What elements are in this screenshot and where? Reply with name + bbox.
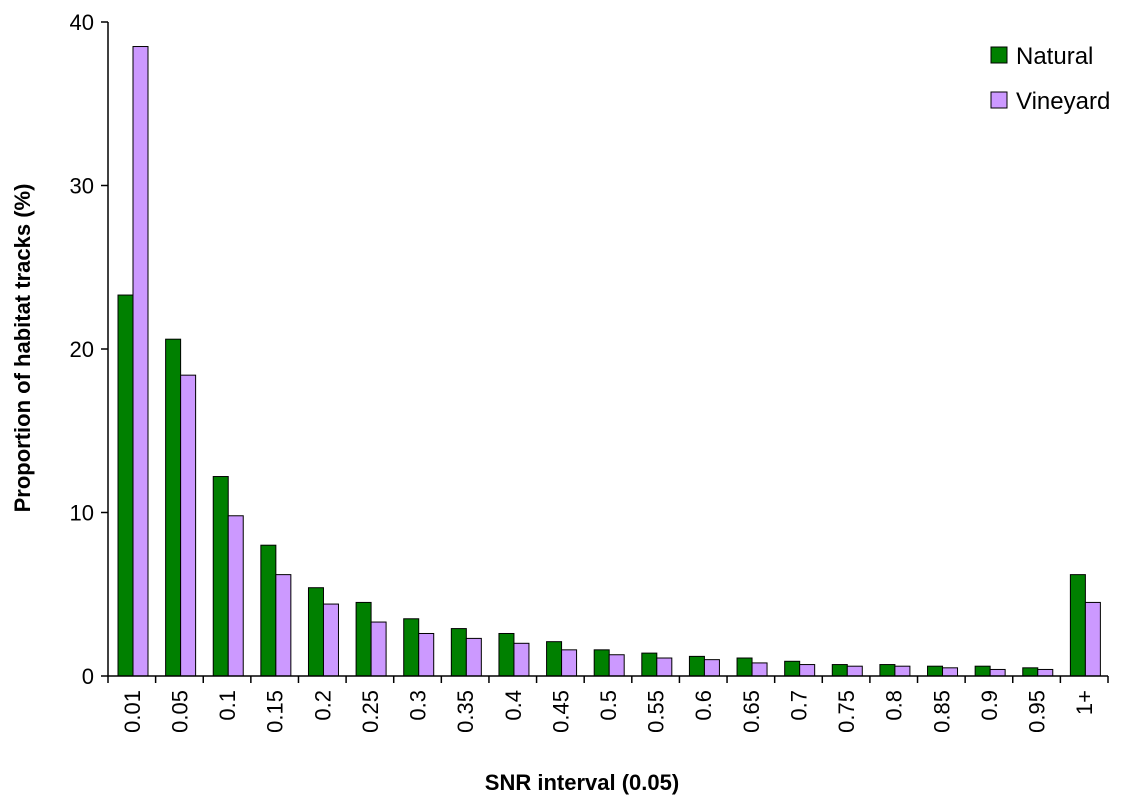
x-tick-label-14: 0.7 [786,690,811,721]
legend-label-vineyard: Vineyard [1016,88,1110,115]
bar-vineyard-10 [608,654,625,677]
legend-swatch-natural [990,46,1008,64]
bar-natural-1 [165,338,182,677]
x-tick-label-3: 0.15 [263,690,288,733]
x-axis-title: SNR interval (0.05) [485,770,679,795]
legend-label-natural: Natural [1016,43,1093,70]
y-tick-label-10: 10 [70,501,94,526]
bar-vineyard-11 [656,657,673,677]
bar-vineyard-2 [227,515,244,677]
x-tick-label-10: 0.5 [596,690,621,721]
x-tick-label-16: 0.8 [882,690,907,721]
bar-natural-20 [1069,574,1086,677]
bar-natural-5 [355,601,372,677]
bar-vineyard-19 [1037,668,1054,677]
axes-layer [101,21,1109,683]
x-tick-label-15: 0.75 [834,690,859,733]
x-tick-label-0: 0.01 [120,690,145,733]
bar-natural-8 [498,632,515,677]
bar-natural-11 [641,652,658,677]
x-tick-label-6: 0.3 [406,690,431,721]
bar-vineyard-13 [751,662,768,677]
bar-vineyard-0 [132,46,149,677]
bar-natural-15 [831,664,848,677]
x-tick-label-4: 0.2 [310,690,335,721]
x-tick-label-11: 0.55 [644,690,669,733]
bar-natural-6 [403,618,420,677]
x-tick-label-7: 0.35 [453,690,478,733]
y-tick-label-30: 30 [70,174,94,199]
x-tick-label-1: 0.05 [167,690,192,733]
bar-natural-10 [593,649,610,677]
x-tick-label-2: 0.1 [215,690,240,721]
x-tick-label-13: 0.65 [739,690,764,733]
x-tick-label-8: 0.4 [501,690,526,721]
bar-natural-0 [117,294,134,677]
bar-vineyard-14 [799,664,816,677]
y-tick-label-20: 20 [70,337,94,362]
bar-natural-7 [450,628,467,677]
bar-natural-12 [688,655,705,677]
bar-vineyard-5 [370,621,387,677]
bar-natural-4 [307,587,324,677]
y-tick-label-0: 0 [82,664,94,689]
bar-vineyard-6 [418,632,435,677]
x-tick-label-18: 0.9 [977,690,1002,721]
y-axis-title: Proportion of habitat tracks (%) [10,184,35,513]
bar-vineyard-15 [846,665,863,677]
bar-vineyard-16 [894,665,911,677]
y-tick-label-40: 40 [70,10,94,35]
bar-natural-18 [974,665,991,677]
bar-vineyard-1 [180,374,197,677]
x-tick-label-12: 0.6 [691,690,716,721]
bar-vineyard-8 [513,642,530,677]
x-tick-label-19: 0.95 [1025,690,1050,733]
y-tick-labels: 0 10 20 30 40 [70,10,94,689]
bar-natural-9 [546,641,563,677]
bar-natural-3 [260,544,277,677]
bar-vineyard-18 [989,668,1006,677]
bar-vineyard-4 [322,603,339,677]
bar-vineyard-17 [942,667,959,677]
bar-vineyard-12 [703,659,720,677]
bar-natural-13 [736,657,753,677]
bar-natural-17 [927,665,944,677]
bars-layer [117,46,1101,677]
bar-vineyard-9 [561,649,578,677]
bar-natural-14 [784,660,801,677]
bar-vineyard-7 [465,637,482,677]
bar-natural-2 [212,476,229,677]
x-tick-label-20: 1+ [1072,690,1097,715]
bar-natural-16 [879,664,896,677]
x-tick-label-17: 0.85 [929,690,954,733]
legend: Natural Vineyard [990,43,1110,115]
legend-swatch-vineyard [990,91,1008,109]
x-tick-labels: 0.01 0.05 0.1 0.15 0.2 0.25 0.3 0.35 0.4 0.45 0.5 0… [120,690,1097,733]
bar-vineyard-3 [275,574,292,677]
x-tick-label-9: 0.45 [548,690,573,733]
bar-natural-19 [1022,667,1039,677]
bar-vineyard-20 [1084,601,1101,677]
x-tick-label-5: 0.25 [358,690,383,733]
